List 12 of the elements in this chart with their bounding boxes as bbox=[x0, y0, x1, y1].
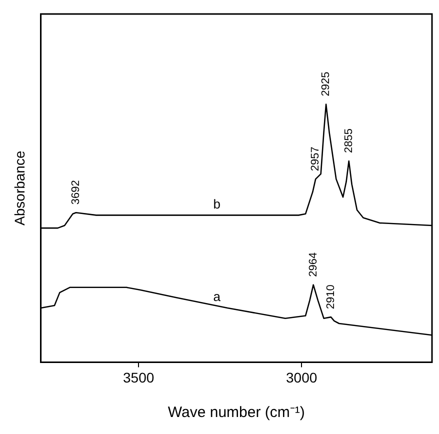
annotation: 2964 bbox=[307, 252, 320, 277]
annotation: 2910 bbox=[324, 284, 337, 310]
x-tick-label: 3500 bbox=[123, 369, 154, 386]
y-axis-title: Absorbance bbox=[11, 150, 28, 226]
x-axis-title: Wave number (cm⁻¹) bbox=[168, 404, 305, 422]
annotation: 2957 bbox=[310, 146, 322, 172]
annotation: 2925 bbox=[320, 72, 332, 96]
series-label: a bbox=[213, 289, 222, 304]
series-label: b bbox=[213, 196, 220, 212]
x-tick-label: 3000 bbox=[286, 369, 318, 386]
annotation: 2855 bbox=[342, 128, 355, 154]
annotation: 3692 bbox=[70, 180, 82, 205]
